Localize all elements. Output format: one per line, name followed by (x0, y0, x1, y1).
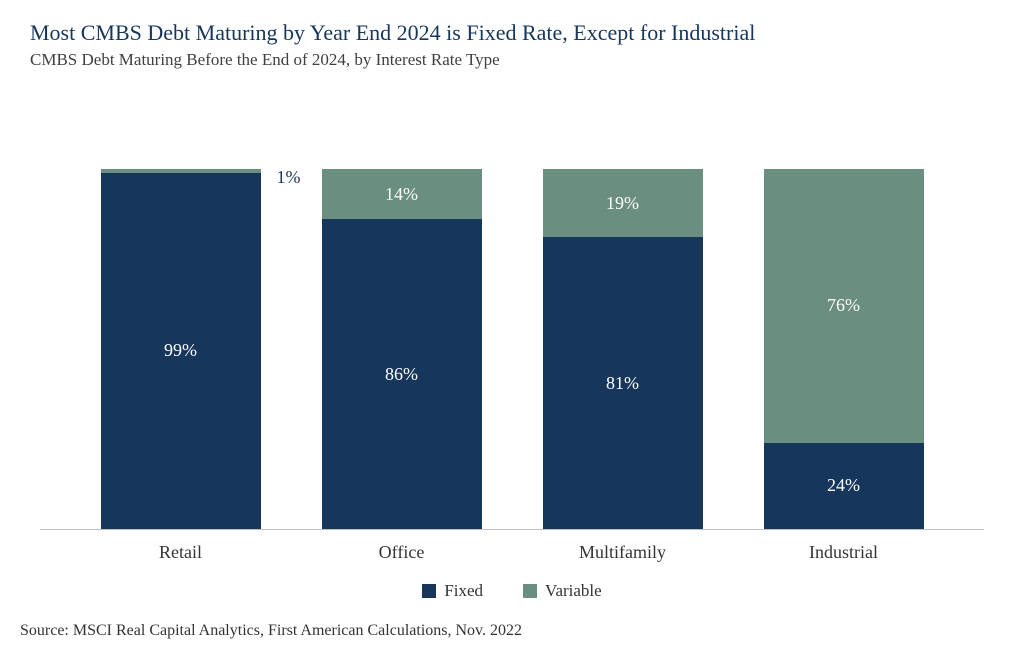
value-label: 76% (827, 295, 860, 316)
bar-multifamily: 19% 81% (543, 169, 703, 529)
bar-office: 14% 86% (322, 169, 482, 529)
bar-stack: 1% 99% (101, 169, 261, 529)
value-label: 86% (385, 364, 418, 385)
legend: Fixed Variable (30, 581, 994, 601)
legend-label: Variable (545, 581, 602, 601)
x-label-industrial: Industrial (764, 542, 924, 563)
x-axis-labels: Retail Office Multifamily Industrial (40, 542, 984, 563)
legend-item-fixed: Fixed (422, 581, 483, 601)
chart-plot-area: 1% 99% 14% 86% 19% 81% (40, 110, 984, 530)
legend-swatch-fixed (422, 584, 436, 598)
legend-item-variable: Variable (523, 581, 602, 601)
bar-industrial: 76% 24% (764, 169, 924, 529)
value-label: 99% (164, 340, 197, 361)
segment-industrial-variable: 76% (764, 169, 924, 443)
value-label: 1% (277, 167, 301, 188)
value-label: 24% (827, 475, 860, 496)
bar-stack: 19% 81% (543, 169, 703, 529)
value-label: 81% (606, 373, 639, 394)
segment-multifamily-variable: 19% (543, 169, 703, 237)
segment-multifamily-fixed: 81% (543, 237, 703, 529)
source-text: Source: MSCI Real Capital Analytics, Fir… (20, 622, 522, 640)
legend-label: Fixed (444, 581, 483, 601)
bar-stack: 14% 86% (322, 169, 482, 529)
segment-industrial-fixed: 24% (764, 443, 924, 529)
segment-office-fixed: 86% (322, 219, 482, 529)
bar-retail: 1% 99% (101, 169, 261, 529)
chart-subtitle: CMBS Debt Maturing Before the End of 202… (30, 50, 994, 70)
chart-title: Most CMBS Debt Maturing by Year End 2024… (30, 20, 994, 46)
x-label-multifamily: Multifamily (543, 542, 703, 563)
x-label-retail: Retail (101, 542, 261, 563)
value-label: 19% (606, 193, 639, 214)
x-label-office: Office (322, 542, 482, 563)
legend-swatch-variable (523, 584, 537, 598)
bar-stack: 76% 24% (764, 169, 924, 529)
segment-office-variable: 14% (322, 169, 482, 219)
value-label: 14% (385, 184, 418, 205)
segment-retail-fixed: 99% (101, 173, 261, 529)
